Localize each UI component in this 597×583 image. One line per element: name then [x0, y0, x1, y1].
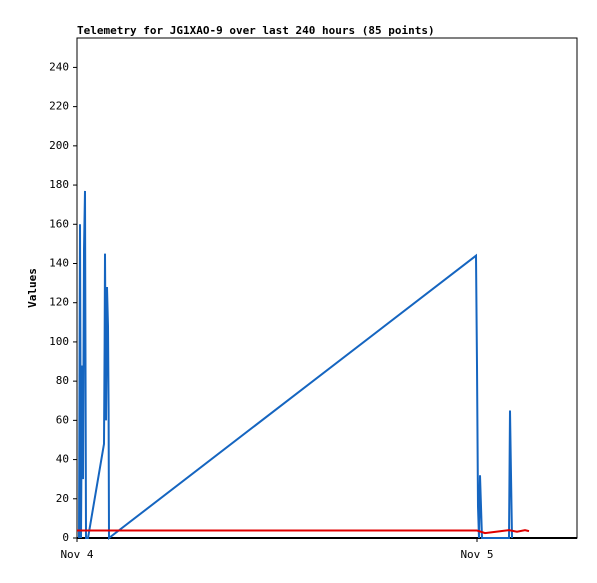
y-tick-label: 180 — [49, 178, 69, 191]
plot-frame — [76, 37, 578, 539]
y-tick-label: 0 — [62, 531, 69, 544]
y-tick-label: 80 — [56, 374, 69, 387]
y-tick-label: 240 — [49, 60, 69, 73]
x-tick-label: Nov 5 — [460, 548, 493, 561]
y-tick-label: 160 — [49, 217, 69, 230]
series-line — [77, 529, 530, 535]
y-axis-label: Values — [26, 268, 39, 308]
y-tick-label: 120 — [49, 296, 69, 309]
y-tick-label: 220 — [49, 100, 69, 113]
y-tick-label: 100 — [49, 335, 69, 348]
chart-title: Telemetry for JG1XAO-9 over last 240 hou… — [77, 24, 435, 37]
y-tick-label: 20 — [56, 492, 69, 505]
y-tick-label: 140 — [49, 256, 69, 269]
y-tick-label: 40 — [56, 453, 69, 466]
y-tick-label: 200 — [49, 139, 69, 152]
y-tick-label: 60 — [56, 413, 69, 426]
series-line — [78, 190, 513, 541]
x-tick-label: Nov 4 — [60, 548, 93, 561]
